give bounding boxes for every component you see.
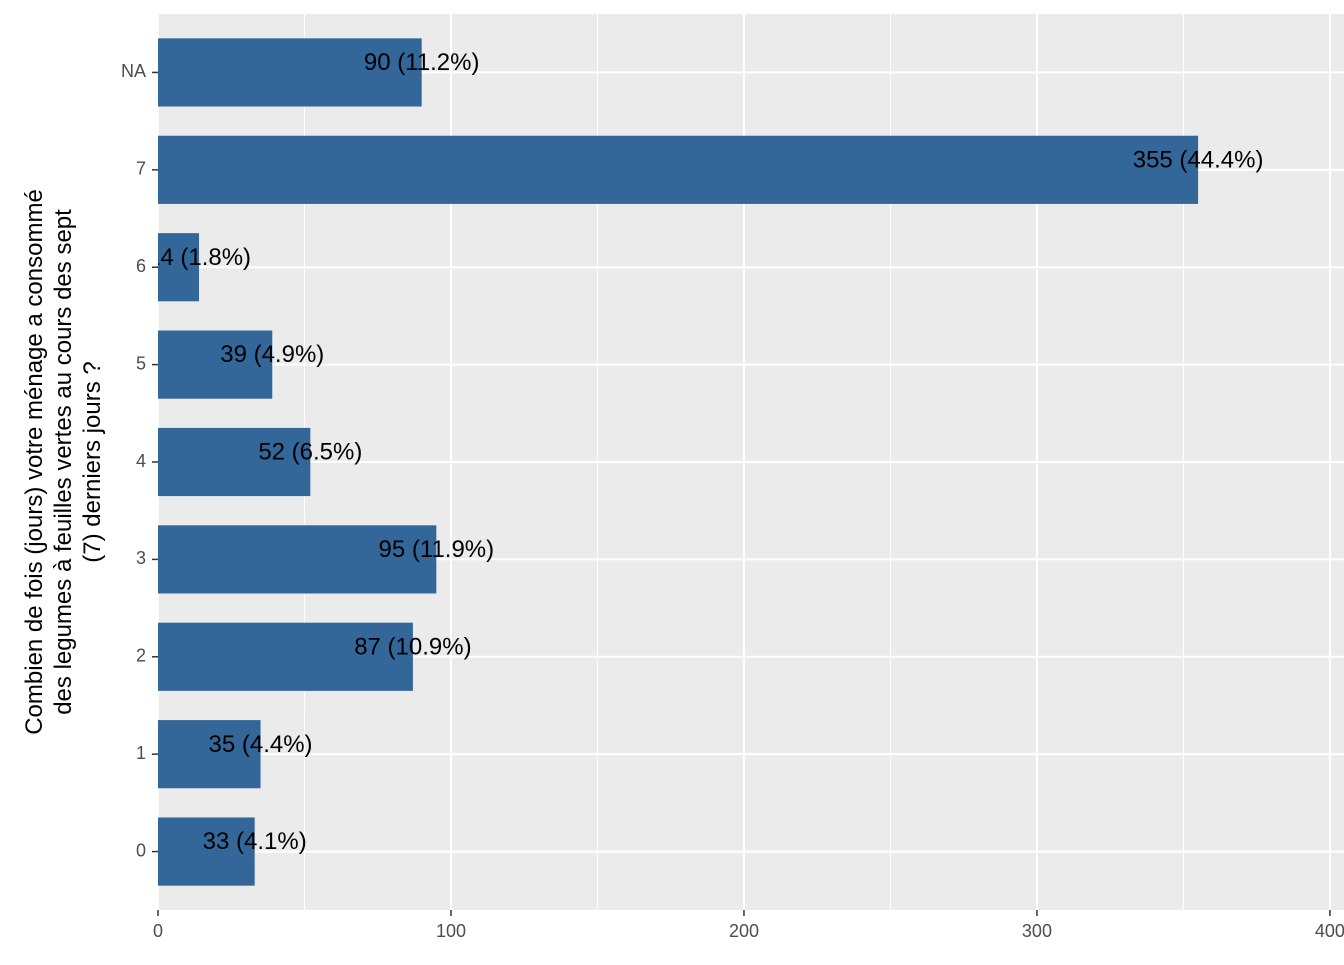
value-label: 35 (4.4%) [209, 731, 313, 758]
bar [158, 525, 437, 594]
bar [158, 38, 422, 107]
bar [158, 233, 200, 302]
value-label: 95 (11.9%) [379, 536, 495, 563]
value-label: 39 (4.9%) [220, 341, 324, 368]
bar [158, 135, 1199, 204]
x-tick-label: 200 [729, 921, 759, 941]
y-tick-label: 1 [136, 743, 146, 763]
y-tick-label: 4 [136, 451, 146, 471]
value-label: 87 (10.9%) [354, 633, 471, 660]
y-axis-title-line: (7) derniers jours ? [79, 361, 106, 562]
bar [158, 622, 413, 691]
bar [158, 817, 255, 886]
y-tick-label: 0 [136, 840, 146, 860]
bars: 33 (4.1%) 35 (4.4%) 87 (10.9%) 95 (11.9%) 52… [147, 38, 1264, 886]
bar [158, 330, 273, 399]
value-label: 52 (6.5%) [258, 439, 362, 466]
bar [158, 427, 311, 497]
y-tick-label: 2 [136, 646, 146, 666]
bar [158, 720, 261, 789]
y-tick-label: NA [121, 61, 146, 81]
y-tick-label: 6 [136, 256, 146, 276]
x-tick-label: 0 [153, 921, 163, 941]
x-tick-label: 300 [1022, 921, 1052, 941]
y-axis-title: Combien de fois (jours) votre ménage a c… [21, 189, 106, 735]
axes: 0 100 200 300 400 0 1 2 3 4 5 6 7 NA Combien de fois (… [21, 61, 1344, 941]
value-label: 90 (11.2%) [364, 49, 480, 76]
value-label: 355 (44.4%) [1133, 146, 1264, 173]
y-tick-label: 7 [136, 159, 146, 179]
value-label: 33 (4.1%) [203, 828, 307, 855]
x-tick-label: 400 [1315, 921, 1344, 941]
y-axis-title-line: Combien de fois (jours) votre ménage a c… [21, 189, 48, 735]
y-tick-label: 3 [136, 548, 146, 568]
y-axis-title-line: des legumes à feuilles vertes au cours d… [50, 209, 77, 715]
value-label: 14 (1.8%) [147, 244, 251, 271]
x-tick-label: 100 [436, 921, 466, 941]
y-tick-label: 5 [136, 353, 146, 373]
